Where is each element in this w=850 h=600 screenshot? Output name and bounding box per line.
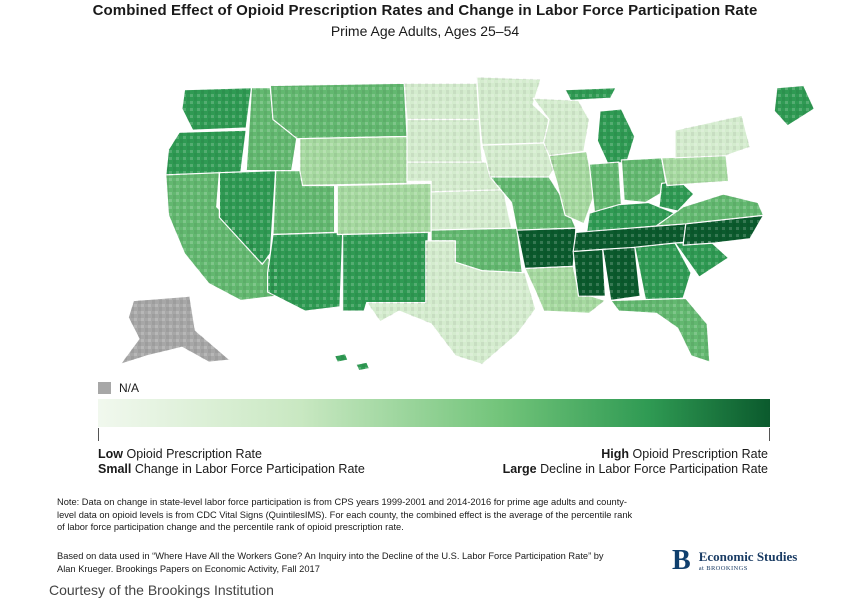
page-subtitle: Prime Age Adults, Ages 25–54 bbox=[330, 23, 520, 39]
county-texture-louisiana bbox=[524, 266, 606, 314]
county-texture-south-dakota bbox=[407, 119, 483, 163]
legend-low-bold: Low bbox=[98, 447, 123, 461]
county-texture-florida bbox=[610, 298, 710, 363]
county-texture-wisconsin bbox=[533, 98, 590, 156]
county-texture-maine bbox=[774, 85, 815, 126]
brookings-b-icon: B bbox=[672, 545, 691, 576]
county-texture-alabama bbox=[602, 247, 641, 301]
county-texture-utah bbox=[273, 170, 335, 235]
county-texture-north-dakota bbox=[404, 83, 480, 120]
brand-line-2: at BROOKINGS bbox=[698, 564, 748, 572]
county-texture-wyoming bbox=[299, 136, 407, 186]
county-texture-iowa bbox=[482, 142, 558, 177]
county-texture-nebraska bbox=[407, 162, 504, 192]
source-citation: Based on data used in “Where Have All th… bbox=[57, 551, 604, 574]
legend-high-text: Opioid Prescription Rate bbox=[629, 447, 768, 461]
scale-tick-low bbox=[98, 428, 99, 441]
county-texture-kansas bbox=[431, 189, 512, 231]
brookings-logo: B Economic Studies at BROOKINGS bbox=[672, 547, 797, 575]
county-texture-tennessee bbox=[573, 223, 686, 252]
county-texture-new-york bbox=[675, 115, 751, 158]
county-texture-california bbox=[165, 172, 281, 301]
county-texture-arizona bbox=[267, 232, 343, 312]
legend-high-end: High Opioid Prescription Rate Large Decl… bbox=[503, 447, 768, 477]
county-texture-new-mexico bbox=[342, 232, 429, 312]
county-texture-ohio bbox=[621, 157, 667, 203]
county-texture-washington bbox=[181, 87, 252, 131]
county-texture-michigan bbox=[565, 87, 635, 165]
county-texture-pennsylvania bbox=[661, 155, 729, 186]
county-texture-idaho bbox=[246, 87, 298, 171]
color-scale-bar bbox=[98, 399, 770, 427]
county-texture-mississippi bbox=[573, 249, 606, 297]
scale-tick-high bbox=[769, 428, 770, 441]
county-texture-illinois bbox=[549, 151, 595, 224]
county-texture-montana bbox=[270, 83, 407, 139]
county-texture-colorado bbox=[337, 183, 432, 235]
methodology-note: Note: Data on change in state-level labo… bbox=[57, 497, 633, 532]
legend-small-text: Change in Labor Force Participation Rate bbox=[131, 462, 365, 476]
na-label: N/A bbox=[119, 381, 140, 395]
county-texture-georgia bbox=[634, 243, 692, 301]
us-choropleth-map bbox=[119, 76, 815, 372]
county-texture-missouri bbox=[490, 177, 576, 231]
county-texture-oregon bbox=[165, 130, 247, 175]
legend-large-text: Decline in Labor Force Participation Rat… bbox=[536, 462, 768, 476]
brand-line-1: Economic Studies bbox=[698, 548, 798, 564]
na-swatch bbox=[98, 382, 111, 394]
county-texture-hawaii bbox=[334, 353, 370, 371]
page-title: Combined Effect of Opioid Prescription R… bbox=[92, 2, 758, 19]
county-texture-south-carolina bbox=[675, 240, 729, 278]
county-texture-indiana bbox=[589, 162, 622, 214]
legend-high-bold: High bbox=[601, 447, 630, 461]
county-texture-north-carolina bbox=[683, 215, 764, 246]
legend-low-text: Opioid Prescription Rate bbox=[123, 447, 262, 461]
county-texture-nevada bbox=[219, 170, 276, 265]
county-texture-arkansas bbox=[516, 228, 576, 269]
county-texture-oklahoma bbox=[431, 228, 523, 273]
legend-low-end: Low Opioid Prescription Rate Small Chang… bbox=[98, 447, 365, 477]
county-texture-texas bbox=[366, 240, 536, 365]
na-legend: N/A bbox=[98, 381, 139, 395]
legend-large-bold: Large bbox=[502, 462, 537, 476]
county-texture-minnesota bbox=[476, 76, 550, 146]
county-texture-virginia bbox=[656, 194, 764, 226]
legend-small-bold: Small bbox=[98, 462, 132, 476]
courtesy-credit: Courtesy of the Brookings Institution bbox=[49, 582, 274, 598]
county-texture-alaska bbox=[120, 296, 231, 365]
county-texture-west-virginia bbox=[659, 181, 694, 212]
county-texture-kentucky bbox=[586, 202, 675, 233]
